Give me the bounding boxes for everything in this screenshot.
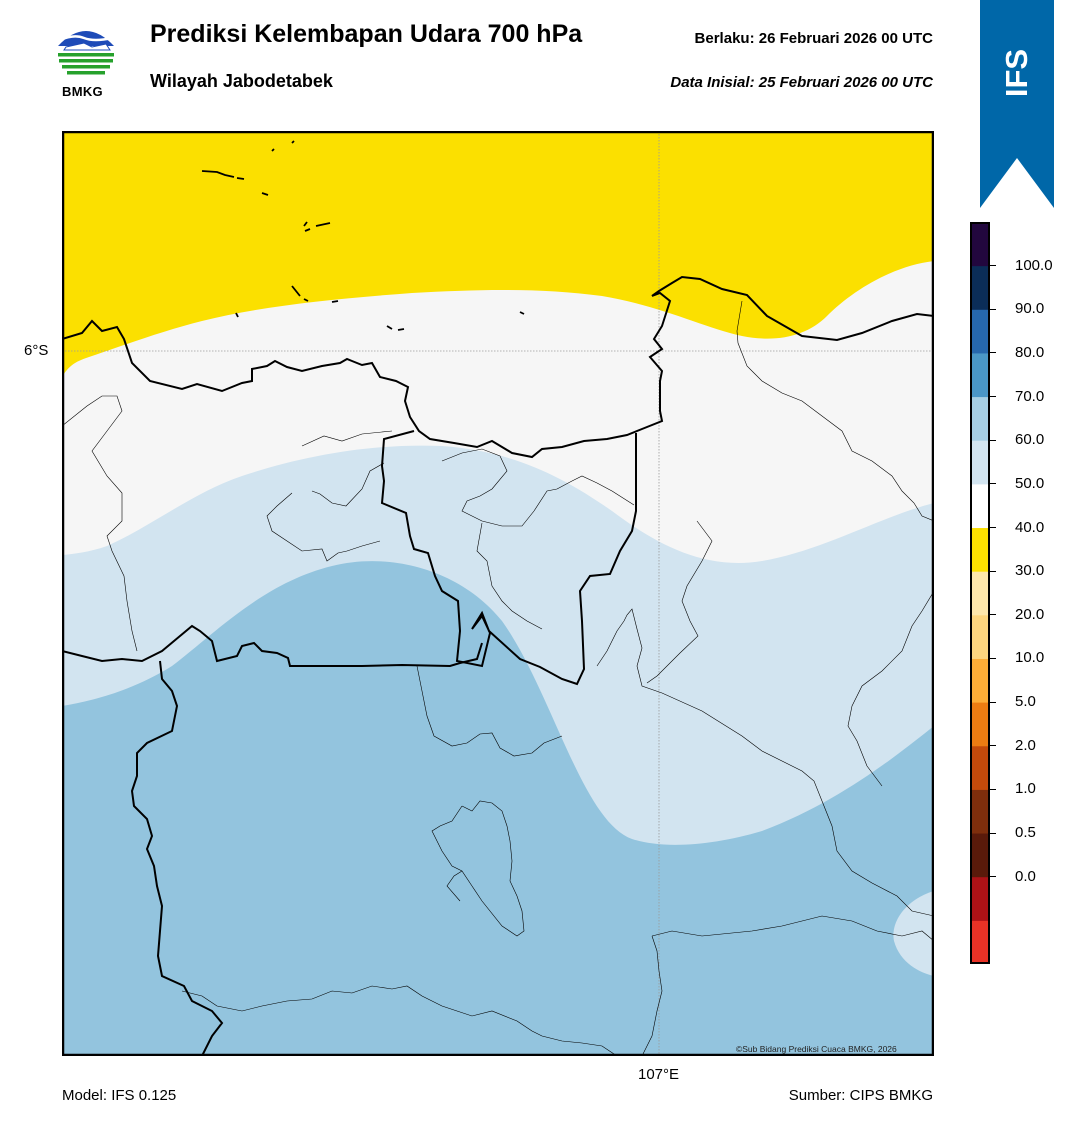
thousand-islands	[201, 140, 525, 331]
colorbar-tick	[990, 396, 996, 398]
init-time: Data Inisial: 25 Februari 2026 00 UTC	[670, 74, 933, 91]
humidity-zone-50-60-patch	[893, 891, 934, 976]
colorbar-tick	[990, 788, 996, 790]
colorbar-swatch	[970, 527, 990, 572]
colorbar-tick	[990, 701, 996, 703]
colorbar-tick	[990, 570, 996, 572]
colorbar-tick	[990, 745, 996, 747]
colorbar-swatch	[970, 440, 990, 485]
colorbar-tick	[990, 832, 996, 834]
colorbar-swatch	[970, 571, 990, 616]
colorbar	[970, 222, 990, 964]
humidity-zone-30-40	[62, 131, 934, 377]
colorbar-tick-label: 70.0	[1015, 387, 1045, 405]
colorbar-swatch	[970, 920, 990, 964]
colorbar-tick	[990, 614, 996, 616]
lat-label: 6°S	[24, 342, 49, 359]
colorbar-swatch	[970, 309, 990, 354]
colorbar-tick-label: 100.0	[1015, 256, 1053, 274]
west-java-boundary	[62, 624, 483, 1056]
colorbar-swatch	[970, 352, 990, 398]
colorbar-tick	[990, 308, 996, 310]
colorbar-swatch	[970, 658, 990, 703]
region-subtitle: Wilayah Jabodetabek	[150, 71, 333, 91]
colorbar-tick-label: 40.0	[1015, 518, 1045, 536]
colorbar-swatch	[970, 265, 990, 310]
colorbar-tick	[990, 265, 996, 267]
bmkg-logo-icon	[56, 22, 116, 82]
colorbar-tick-label: 2.0	[1015, 736, 1036, 754]
colorbar-tick	[990, 352, 996, 354]
logo-text: BMKG	[62, 84, 103, 99]
colorbar-tick-label: 60.0	[1015, 431, 1045, 449]
colorbar-swatch	[970, 702, 990, 747]
map-credit: ©Sub Bidang Prediksi Cuaca BMKG, 2026	[736, 1044, 897, 1054]
colorbar-tick-label: 10.0	[1015, 649, 1045, 667]
colorbar-swatch	[970, 876, 990, 921]
province-boundary	[380, 430, 637, 686]
colorbar-swatch	[970, 833, 990, 878]
colorbar-tick-label: 1.0	[1015, 780, 1036, 798]
valid-time: Berlaku: 26 Februari 2026 00 UTC	[694, 30, 933, 47]
colorbar-tick-label: 0.0	[1015, 867, 1036, 885]
model-label: Model: IFS 0.125	[62, 1087, 177, 1104]
colorbar-swatch	[970, 745, 990, 790]
colorbar-tick-label: 0.5	[1015, 824, 1036, 842]
colorbar-tick	[990, 657, 996, 659]
colorbar-tick	[990, 439, 996, 441]
colorbar-swatch	[970, 396, 990, 441]
colorbar-tick	[990, 483, 996, 485]
colorbar-swatch	[970, 483, 990, 529]
colorbar-tick-label: 20.0	[1015, 605, 1045, 623]
ifs-badge	[980, 0, 1054, 208]
colorbar-tick	[990, 527, 996, 529]
colorbar-tick	[990, 876, 996, 878]
coastline	[62, 275, 934, 459]
colorbar-tick-label: 80.0	[1015, 343, 1045, 361]
humidity-map	[62, 131, 934, 1056]
colorbar-tick-label: 50.0	[1015, 474, 1045, 492]
colorbar-swatch	[970, 614, 990, 659]
source-label: Sumber: CIPS BMKG	[788, 1087, 933, 1104]
chart-title: Prediksi Kelembapan Udara 700 hPa	[150, 20, 583, 48]
map-border	[62, 131, 934, 1056]
lon-label: 107°E	[638, 1066, 680, 1083]
colorbar-tick-label: 30.0	[1015, 562, 1045, 580]
colorbar-swatch	[970, 222, 990, 267]
colorbar-tick-label: 5.0	[1015, 693, 1036, 711]
colorbar-swatch	[970, 789, 990, 834]
ifs-badge-label: IFS	[999, 48, 1034, 98]
district-boundaries	[62, 300, 934, 1056]
colorbar-tick-label: 90.0	[1015, 300, 1045, 318]
